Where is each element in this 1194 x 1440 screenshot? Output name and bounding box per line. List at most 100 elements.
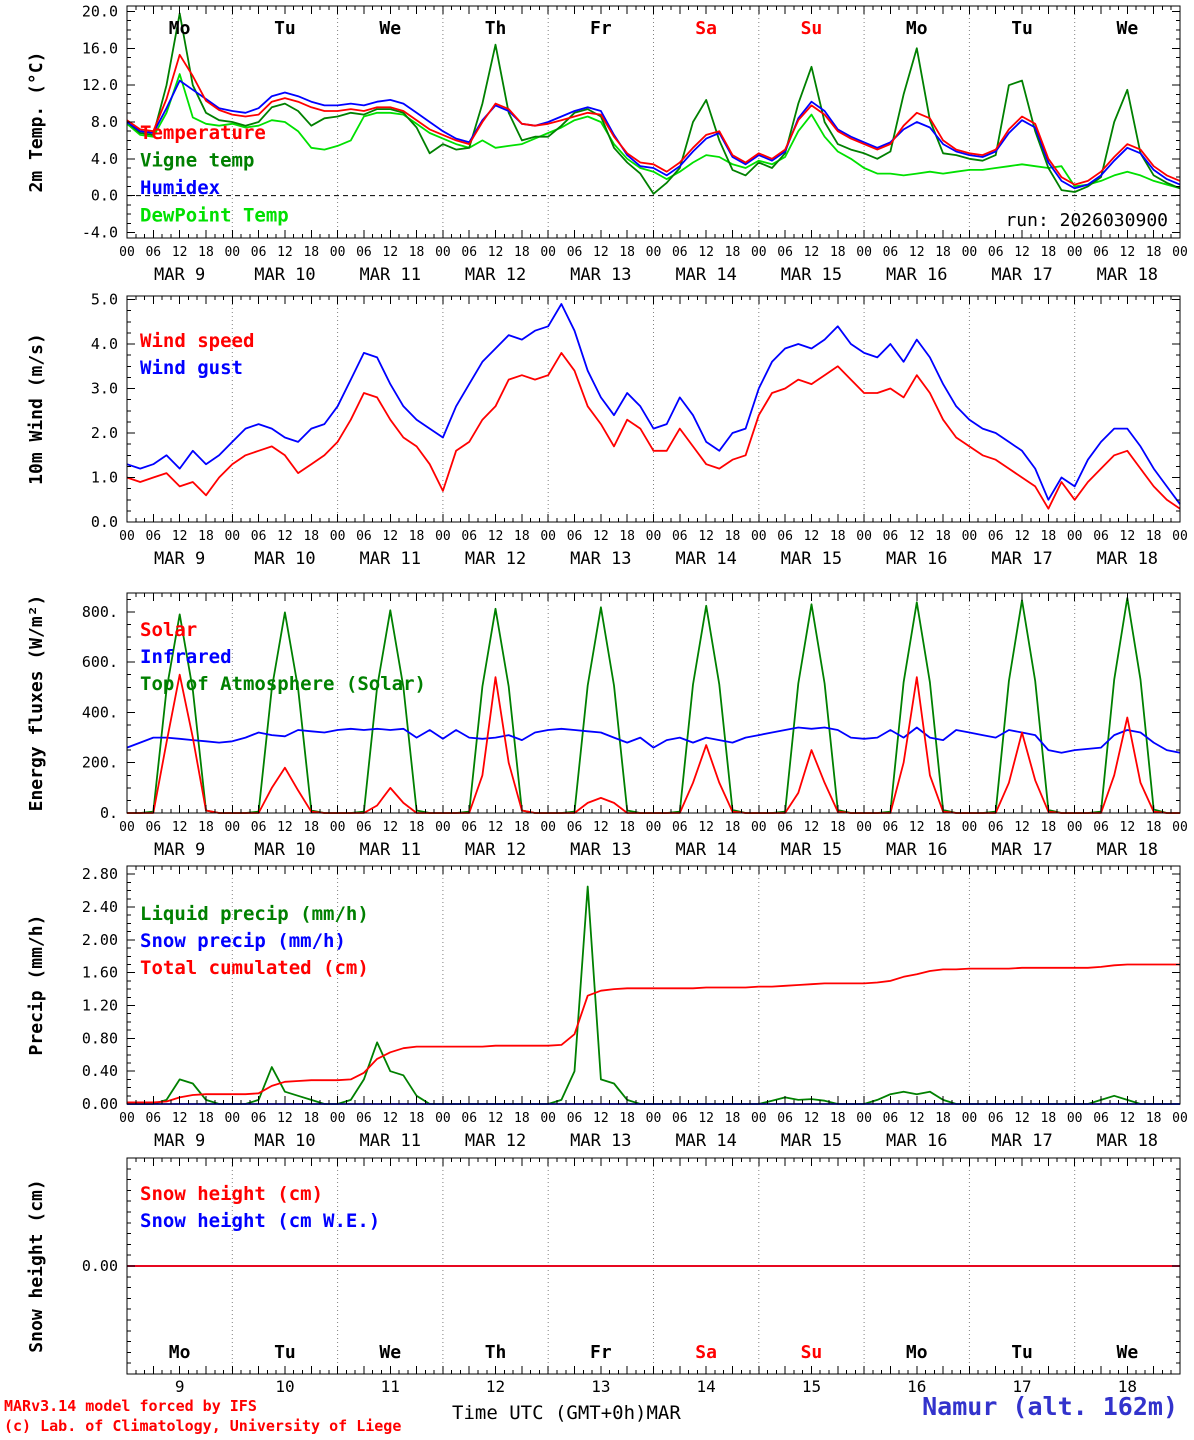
svg-text:12: 12 (488, 820, 504, 835)
svg-text:12: 12 (909, 820, 925, 835)
svg-text:MAR 12: MAR 12 (465, 265, 526, 285)
axes-snow (126, 1157, 1181, 1375)
svg-text:MAR 14: MAR 14 (675, 265, 736, 285)
svg-text:06: 06 (777, 245, 793, 260)
svg-text:400.: 400. (82, 703, 118, 721)
svg-text:2.40: 2.40 (82, 898, 118, 916)
series-dewpoint-temp (126, 73, 1181, 190)
svg-text:18: 18 (619, 529, 635, 544)
svg-text:18: 18 (514, 1111, 530, 1126)
svg-text:12: 12 (382, 245, 398, 260)
svg-text:MAR 9: MAR 9 (154, 549, 205, 569)
svg-text:12: 12 (909, 1111, 925, 1126)
svg-text:12.0: 12.0 (82, 76, 118, 94)
svg-text:0.0: 0.0 (91, 187, 118, 205)
svg-text:00: 00 (540, 1111, 556, 1126)
svg-text:18: 18 (1041, 529, 1057, 544)
svg-text:12: 12 (1120, 1111, 1136, 1126)
svg-text:18: 18 (514, 245, 530, 260)
svg-text:18: 18 (514, 820, 530, 835)
svg-text:4.0: 4.0 (91, 150, 118, 168)
series-group-temp2m (126, 12, 1181, 195)
svg-text:12: 12 (1120, 820, 1136, 835)
svg-text:13: 13 (591, 1377, 610, 1396)
svg-text:00: 00 (751, 529, 767, 544)
svg-text:06: 06 (988, 245, 1004, 260)
svg-text:12: 12 (382, 820, 398, 835)
svg-text:MAR 13: MAR 13 (570, 840, 631, 860)
series-infrared (126, 726, 1181, 754)
svg-text:Th: Th (485, 1342, 507, 1363)
svg-text:18: 18 (830, 245, 846, 260)
svg-text:2m Temp. (°C): 2m Temp. (°C) (26, 52, 47, 193)
svg-text:12: 12 (172, 245, 188, 260)
svg-text:We: We (1117, 1342, 1139, 1363)
svg-text:00: 00 (1172, 820, 1188, 835)
svg-text:Solar: Solar (140, 619, 197, 641)
svg-text:MAR 17: MAR 17 (991, 265, 1052, 285)
svg-text:00: 00 (856, 1111, 872, 1126)
axes-temp2m (126, 5, 1181, 239)
svg-text:0.00: 0.00 (82, 1257, 118, 1275)
svg-text:06: 06 (988, 820, 1004, 835)
panel-precip: 2.80 2.40 2.00 1.60 1.20 0.80 0.40 0.00 Precip (… (26, 865, 1188, 1151)
svg-text:MAR 10: MAR 10 (254, 1131, 315, 1151)
svg-text:12: 12 (698, 820, 714, 835)
svg-text:06: 06 (567, 245, 583, 260)
svg-text:00: 00 (1067, 245, 1083, 260)
svg-text:00: 00 (224, 820, 240, 835)
x-axis-title: Time UTC (GMT+0h)MAR (452, 1402, 681, 1424)
svg-text:0.: 0. (100, 804, 118, 822)
svg-text:18: 18 (198, 820, 214, 835)
svg-text:10: 10 (275, 1377, 294, 1396)
svg-text:12: 12 (486, 1377, 505, 1396)
svg-text:2.00: 2.00 (82, 931, 118, 949)
svg-text:18: 18 (303, 1111, 319, 1126)
svg-text:18: 18 (935, 820, 951, 835)
svg-text:12: 12 (1120, 529, 1136, 544)
svg-text:06: 06 (461, 1111, 477, 1126)
svg-text:MAR 11: MAR 11 (360, 549, 421, 569)
svg-text:MAR 18: MAR 18 (1097, 549, 1158, 569)
svg-text:00: 00 (330, 529, 346, 544)
svg-text:06: 06 (251, 245, 267, 260)
svg-text:06: 06 (672, 1111, 688, 1126)
svg-text:06: 06 (777, 1111, 793, 1126)
svg-text:00: 00 (540, 820, 556, 835)
svg-text:00: 00 (646, 820, 662, 835)
svg-text:00: 00 (1172, 529, 1188, 544)
svg-text:06: 06 (883, 820, 899, 835)
svg-text:Mo: Mo (906, 18, 928, 39)
panel-snow: 0.00 Snow height (cm) Snow height (cm) Snow… (26, 1157, 1181, 1396)
svg-text:06: 06 (145, 245, 161, 260)
svg-text:12: 12 (277, 1111, 293, 1126)
svg-text:1.0: 1.0 (91, 469, 118, 487)
svg-text:06: 06 (567, 1111, 583, 1126)
svg-text:Fr: Fr (590, 1342, 612, 1363)
svg-text:2.80: 2.80 (82, 865, 118, 883)
time-axis-label: Time UTC (GMT+0h) (452, 1402, 647, 1424)
svg-text:00: 00 (435, 245, 451, 260)
svg-text:MAR 13: MAR 13 (570, 1131, 631, 1151)
svg-text:MAR 13: MAR 13 (570, 549, 631, 569)
svg-text:00: 00 (856, 245, 872, 260)
svg-text:Tu: Tu (274, 1342, 296, 1363)
svg-text:MAR 14: MAR 14 (675, 840, 736, 860)
svg-text:12: 12 (488, 529, 504, 544)
svg-text:18: 18 (830, 1111, 846, 1126)
svg-text:14: 14 (697, 1377, 716, 1396)
svg-text:We: We (379, 18, 401, 39)
svg-text:MAR 9: MAR 9 (154, 265, 205, 285)
svg-text:18: 18 (198, 1111, 214, 1126)
svg-text:00: 00 (1067, 529, 1083, 544)
svg-text:8.0: 8.0 (91, 113, 118, 131)
svg-text:12: 12 (804, 1111, 820, 1126)
series-humidex (126, 79, 1181, 190)
svg-text:12: 12 (277, 820, 293, 835)
svg-text:run: 2026030900: run: 2026030900 (1005, 210, 1168, 231)
svg-text:06: 06 (1093, 245, 1109, 260)
svg-text:MAR 11: MAR 11 (360, 265, 421, 285)
svg-text:Precip (mm/h): Precip (mm/h) (26, 915, 47, 1056)
svg-text:12: 12 (698, 245, 714, 260)
